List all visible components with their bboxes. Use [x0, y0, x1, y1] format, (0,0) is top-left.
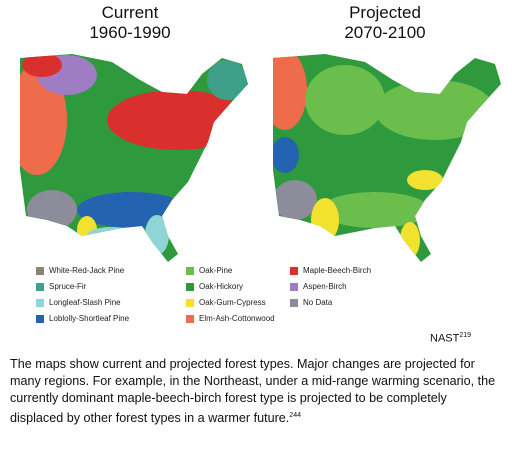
- region: [407, 170, 443, 190]
- legend-label: Elm-Ash-Cottonwood: [199, 314, 275, 323]
- legend-label: Oak-Gum-Cypress: [199, 298, 266, 307]
- legend-swatch: [186, 267, 194, 275]
- caption-ref: 244: [289, 412, 301, 419]
- region: [22, 54, 62, 77]
- region: [273, 137, 299, 173]
- region: [273, 180, 317, 220]
- legend-swatch: [186, 315, 194, 323]
- legend-swatch: [36, 299, 44, 307]
- region: [20, 65, 67, 175]
- map-title: Projected: [349, 3, 421, 22]
- caption-text: The maps show current and projected fore…: [10, 357, 496, 426]
- source-text: NAST: [430, 332, 460, 345]
- region: [375, 80, 495, 140]
- legend-label: Aspen-Birch: [303, 282, 347, 291]
- map-subtitle: 2070-2100: [344, 23, 425, 42]
- legend-swatch: [186, 299, 194, 307]
- region: [145, 215, 169, 255]
- region: [305, 65, 385, 135]
- region: [311, 198, 339, 242]
- source-ref: 219: [459, 332, 472, 339]
- legend: White-Red-Jack Pine Spruce-Fir Longleaf-Sl…: [36, 266, 371, 323]
- legend-label: Oak-Hickory: [199, 282, 243, 291]
- map-title: Current: [102, 3, 159, 22]
- legend-label: Loblolly-Shortleaf Pine: [49, 314, 130, 323]
- source: NAST219: [430, 332, 471, 345]
- region: [207, 60, 247, 100]
- map-subtitle: 1960-1990: [89, 23, 170, 42]
- region: [320, 192, 430, 228]
- legend-label: No Data: [303, 298, 333, 307]
- maps-graphic: Current 1960-1990 Projected 2070-2100 Wh…: [20, 3, 501, 323]
- caption: The maps show current and projected fore…: [10, 356, 502, 427]
- legend-label: Maple-Beech-Birch: [303, 266, 371, 275]
- legend-swatch: [290, 299, 298, 307]
- region: [273, 54, 307, 130]
- region: [87, 227, 137, 243]
- legend-swatch: [36, 267, 44, 275]
- current-map: [20, 54, 248, 262]
- legend-label: Longleaf-Slash Pine: [49, 298, 121, 307]
- legend-swatch: [186, 283, 194, 291]
- legend-swatch: [290, 267, 298, 275]
- legend-swatch: [290, 283, 298, 291]
- region: [27, 190, 77, 230]
- legend-swatch: [36, 283, 44, 291]
- legend-label: Oak-Pine: [199, 266, 233, 275]
- legend-label: Spruce-Fir: [49, 282, 87, 291]
- legend-label: White-Red-Jack Pine: [49, 266, 125, 275]
- legend-swatch: [36, 315, 44, 323]
- projected-map: [273, 54, 501, 262]
- region: [400, 222, 420, 258]
